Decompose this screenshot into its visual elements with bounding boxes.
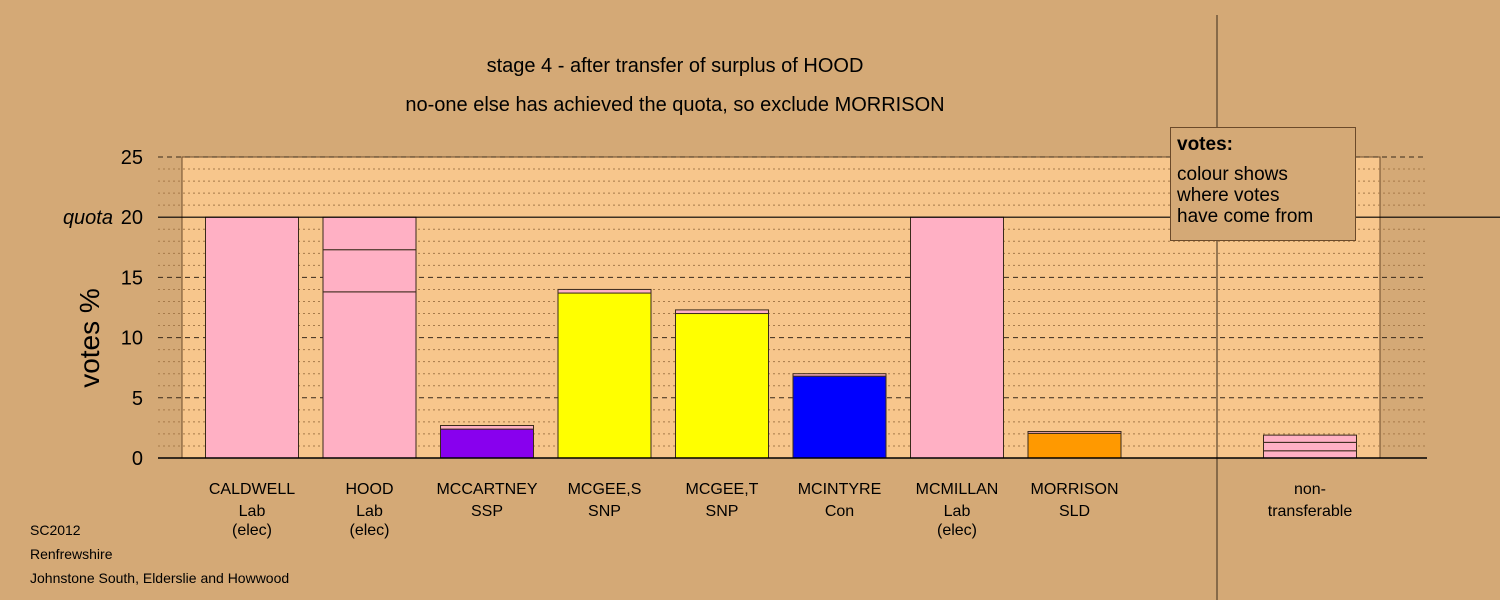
candidate-party: SNP bbox=[706, 503, 739, 520]
bar-mccartney-segment bbox=[440, 428, 534, 459]
candidate-status: (elec) bbox=[937, 522, 977, 539]
candidate-party: SSP bbox=[471, 503, 503, 520]
non-transferable-label-2: transferable bbox=[1268, 503, 1353, 520]
legend-line-1: colour shows bbox=[1177, 164, 1288, 185]
bar-mcgee-s-segment bbox=[557, 292, 652, 459]
bar-mcgee-s-segment bbox=[557, 288, 652, 294]
y-tick-label: 0 bbox=[132, 448, 143, 470]
y-axis-label: votes % bbox=[74, 288, 105, 388]
bar-mcgee-t-segment bbox=[675, 309, 769, 315]
bar-morrison-segment bbox=[1027, 431, 1122, 434]
bar-mcmillan-segment bbox=[910, 216, 1004, 459]
candidate-party: Con bbox=[825, 503, 854, 520]
candidate-party: Lab bbox=[944, 503, 971, 520]
chart-subtitle: no-one else has achieved the quota, so e… bbox=[405, 94, 944, 116]
footer-line-3: Johnstone South, Elderslie and Howwood bbox=[30, 570, 289, 586]
footer-line-2: Renfrewshire bbox=[30, 546, 113, 562]
bar-hood-segment bbox=[322, 216, 417, 251]
y-tick-label: 5 bbox=[132, 388, 143, 410]
legend-line-3: have come from bbox=[1177, 206, 1314, 227]
y-tick-label: 15 bbox=[121, 267, 143, 289]
bar-non-transferable-segment bbox=[1263, 450, 1357, 459]
candidate-name: MCMILLAN bbox=[916, 481, 999, 498]
candidate-party: SLD bbox=[1059, 503, 1090, 520]
candidate-status: (elec) bbox=[232, 522, 272, 539]
candidate-party: Lab bbox=[239, 503, 266, 520]
candidate-party: SNP bbox=[588, 503, 621, 520]
bar-mcintyre-segment bbox=[792, 373, 887, 377]
bar-mcintyre-segment bbox=[792, 375, 887, 459]
y-tick-label: 10 bbox=[121, 328, 143, 350]
candidate-status: (elec) bbox=[349, 522, 389, 539]
footer-line-1: SC2012 bbox=[30, 522, 81, 538]
legend-line-2: where votes bbox=[1177, 185, 1280, 206]
candidate-name: MORRISON bbox=[1031, 481, 1119, 498]
candidate-name: MCGEE,S bbox=[568, 481, 642, 498]
bar-caldwell-segment bbox=[205, 216, 299, 459]
bar-mccartney-segment bbox=[440, 424, 534, 430]
candidate-party: Lab bbox=[356, 503, 383, 520]
bar-mcgee-t-segment bbox=[675, 313, 769, 459]
legend-box: votes: colour shows where votes have com… bbox=[1170, 127, 1356, 241]
candidate-name: MCCARTNEY bbox=[436, 481, 537, 498]
candidate-name: HOOD bbox=[346, 481, 394, 498]
non-transferable-label-1: non- bbox=[1294, 481, 1326, 498]
legend-title: votes: bbox=[1177, 134, 1233, 155]
y-tick-label: 20 bbox=[121, 207, 143, 229]
bar-non-transferable-segment bbox=[1263, 434, 1357, 443]
candidate-name: MCGEE,T bbox=[686, 481, 759, 498]
chart-title: stage 4 - after transfer of surplus of H… bbox=[487, 55, 864, 77]
bar-non-transferable-segment bbox=[1263, 441, 1357, 452]
bar-hood-segment bbox=[322, 291, 417, 459]
quota-label: quota bbox=[63, 207, 113, 229]
candidate-name: MCINTYRE bbox=[798, 481, 882, 498]
bar-morrison-segment bbox=[1027, 432, 1122, 459]
y-tick-label: 25 bbox=[121, 147, 143, 169]
bar-hood-segment bbox=[322, 249, 417, 293]
candidate-name: CALDWELL bbox=[209, 481, 295, 498]
